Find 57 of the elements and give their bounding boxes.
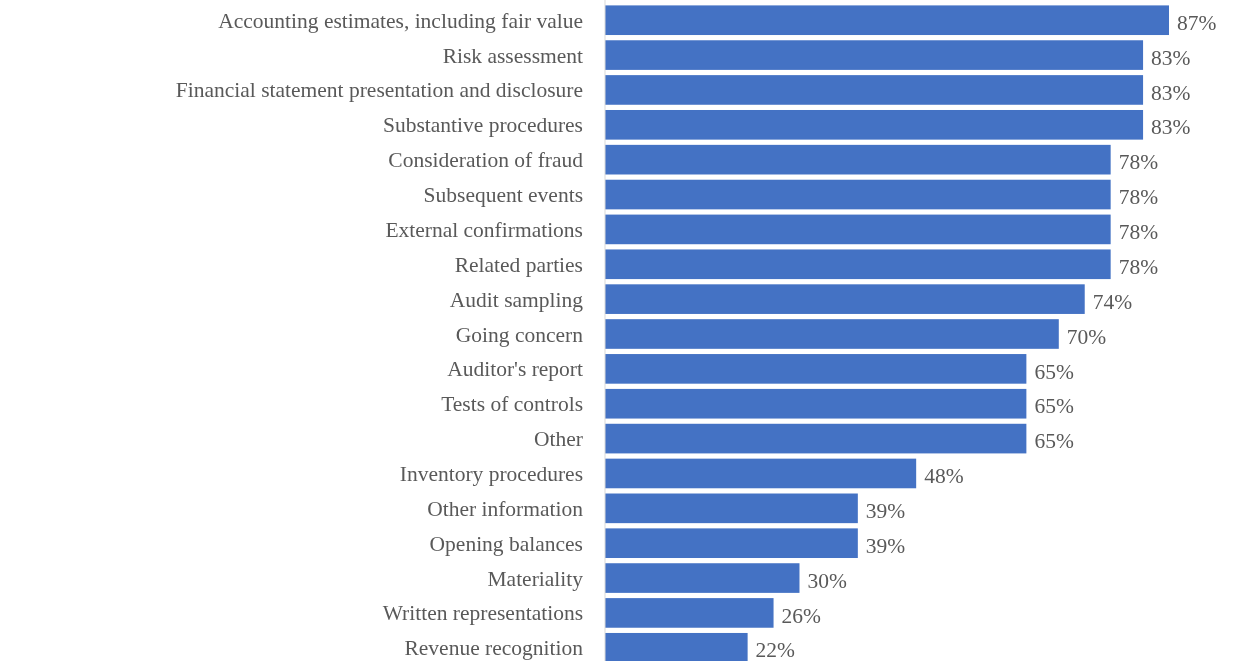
bar <box>605 144 1111 175</box>
data-label: 26% <box>781 603 822 628</box>
data-label: 22% <box>755 638 796 661</box>
y-tick-label: Auditor's report <box>447 357 584 382</box>
bar <box>605 493 858 524</box>
bar <box>605 598 774 628</box>
bar <box>605 179 1111 210</box>
y-tick-label: Financial statement presentation and disclosure <box>175 78 583 103</box>
data-label: 39% <box>865 499 906 523</box>
data-label: 70% <box>1066 324 1107 349</box>
data-label: 83% <box>1151 45 1191 70</box>
data-label: 65% <box>1034 394 1074 419</box>
bar <box>605 458 917 489</box>
y-tick-label: Tests of controls <box>441 392 583 417</box>
y-tick-label: Accounting estimates, including fair value <box>218 8 583 33</box>
data-label: 30% <box>807 568 847 593</box>
bar <box>605 109 1144 140</box>
data-label: 78% <box>1118 185 1159 210</box>
y-tick-label: Substantive procedures <box>382 113 583 138</box>
bar <box>605 423 1027 454</box>
y-tick-label: Opening balances <box>429 531 583 556</box>
data-label: 74% <box>1092 289 1133 314</box>
bar <box>605 388 1027 419</box>
bar <box>605 284 1085 314</box>
data-label: 65% <box>1034 359 1074 384</box>
y-tick-label: Other <box>534 427 583 452</box>
y-tick-label: Subsequent events <box>423 183 583 208</box>
y-tick-label: Consideration of fraud <box>388 148 584 173</box>
y-tick-label: Revenue recognition <box>404 636 584 661</box>
y-tick-label: Related parties <box>454 252 583 277</box>
bar <box>605 75 1144 105</box>
bar <box>605 40 1144 70</box>
data-label: 48% <box>924 464 964 489</box>
y-tick-label: Risk assessment <box>442 43 584 68</box>
bar <box>605 563 800 593</box>
data-label: 87% <box>1177 10 1217 35</box>
bar <box>605 354 1027 384</box>
data-label: 78% <box>1118 220 1159 245</box>
bar <box>605 632 748 661</box>
bar <box>605 528 858 559</box>
data-label: 39% <box>865 533 906 558</box>
y-tick-label: Inventory procedures <box>399 461 583 486</box>
data-label: 65% <box>1034 429 1074 454</box>
data-label: 83% <box>1151 80 1191 105</box>
y-tick-label: Audit sampling <box>449 287 584 312</box>
bar <box>605 319 1059 349</box>
data-label: 78% <box>1118 254 1159 279</box>
bar <box>605 5 1169 36</box>
data-label: 83% <box>1151 115 1191 140</box>
bar <box>605 249 1111 280</box>
data-label: 78% <box>1118 150 1159 175</box>
y-tick-label: Written representations <box>382 601 583 626</box>
y-tick-label: Going concern <box>455 322 584 347</box>
y-tick-label: External confirmations <box>385 217 583 242</box>
y-tick-label: Other information <box>427 496 584 521</box>
y-tick-label: Materiality <box>487 566 584 591</box>
bar <box>605 214 1111 245</box>
